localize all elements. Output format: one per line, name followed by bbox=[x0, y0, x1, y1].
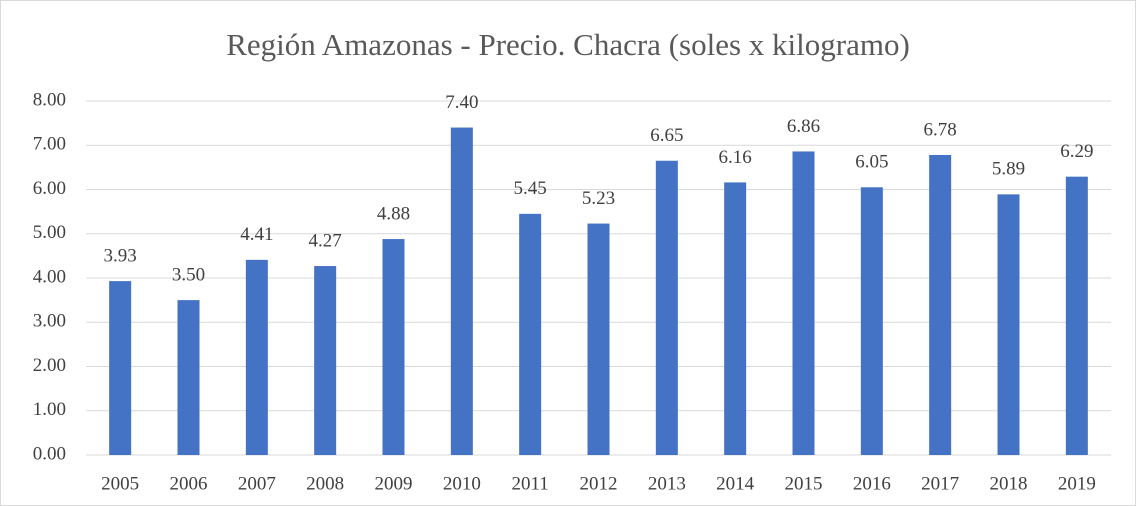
x-tick-label: 2017 bbox=[921, 473, 959, 494]
y-tick-label: 8.00 bbox=[33, 89, 66, 110]
data-label: 6.86 bbox=[787, 116, 820, 137]
x-tick-label: 2014 bbox=[716, 473, 755, 494]
x-tick-label: 2009 bbox=[375, 473, 413, 494]
data-label: 3.50 bbox=[172, 264, 205, 285]
bar bbox=[997, 194, 1020, 455]
chart-title: Región Amazonas - Precio. Chacra (soles … bbox=[226, 27, 910, 62]
data-label: 6.29 bbox=[1060, 141, 1093, 162]
data-label: 3.93 bbox=[104, 245, 137, 266]
bar bbox=[382, 239, 405, 455]
y-tick-label: 2.00 bbox=[33, 355, 66, 376]
bar bbox=[724, 182, 747, 456]
bar bbox=[792, 151, 815, 455]
x-tick-label: 2006 bbox=[170, 473, 208, 494]
data-label: 4.88 bbox=[377, 203, 410, 224]
x-tick-label: 2007 bbox=[238, 473, 276, 494]
data-label: 4.27 bbox=[309, 230, 342, 251]
data-label: 7.40 bbox=[445, 92, 478, 113]
x-tick-label: 2013 bbox=[648, 473, 686, 494]
data-label: 6.16 bbox=[719, 147, 752, 168]
data-label: 5.89 bbox=[992, 159, 1025, 180]
bar bbox=[245, 259, 268, 455]
bar bbox=[109, 281, 132, 455]
x-tick-label: 2019 bbox=[1058, 473, 1096, 494]
y-tick-label: 4.00 bbox=[33, 266, 66, 287]
data-label: 5.45 bbox=[514, 178, 547, 199]
bar bbox=[177, 300, 200, 455]
bar bbox=[860, 187, 883, 455]
x-tick-label: 2010 bbox=[443, 473, 481, 494]
bar bbox=[587, 223, 610, 455]
bar bbox=[314, 266, 337, 455]
x-tick-label: 2008 bbox=[306, 473, 344, 494]
y-tick-label: 7.00 bbox=[33, 134, 66, 155]
data-label: 6.65 bbox=[650, 125, 683, 146]
bar bbox=[655, 160, 678, 456]
data-label: 5.23 bbox=[582, 188, 615, 209]
data-label: 6.78 bbox=[924, 119, 957, 140]
data-label: 4.41 bbox=[240, 224, 273, 245]
x-tick-label: 2012 bbox=[580, 473, 618, 494]
x-tick-label: 2005 bbox=[101, 473, 139, 494]
x-tick-label: 2018 bbox=[990, 473, 1028, 494]
bar bbox=[1065, 176, 1088, 456]
y-tick-label: 5.00 bbox=[33, 222, 66, 243]
x-tick-label: 2011 bbox=[512, 473, 549, 494]
y-tick-label: 3.00 bbox=[33, 311, 66, 332]
y-tick-label: 0.00 bbox=[33, 443, 66, 464]
x-tick-label: 2015 bbox=[785, 473, 823, 494]
y-tick-label: 1.00 bbox=[33, 399, 66, 420]
data-label: 6.05 bbox=[855, 152, 888, 173]
bar bbox=[519, 213, 542, 455]
x-tick-label: 2016 bbox=[853, 473, 891, 494]
bar bbox=[929, 154, 952, 456]
y-tick-label: 6.00 bbox=[33, 178, 66, 199]
bar bbox=[450, 127, 473, 456]
